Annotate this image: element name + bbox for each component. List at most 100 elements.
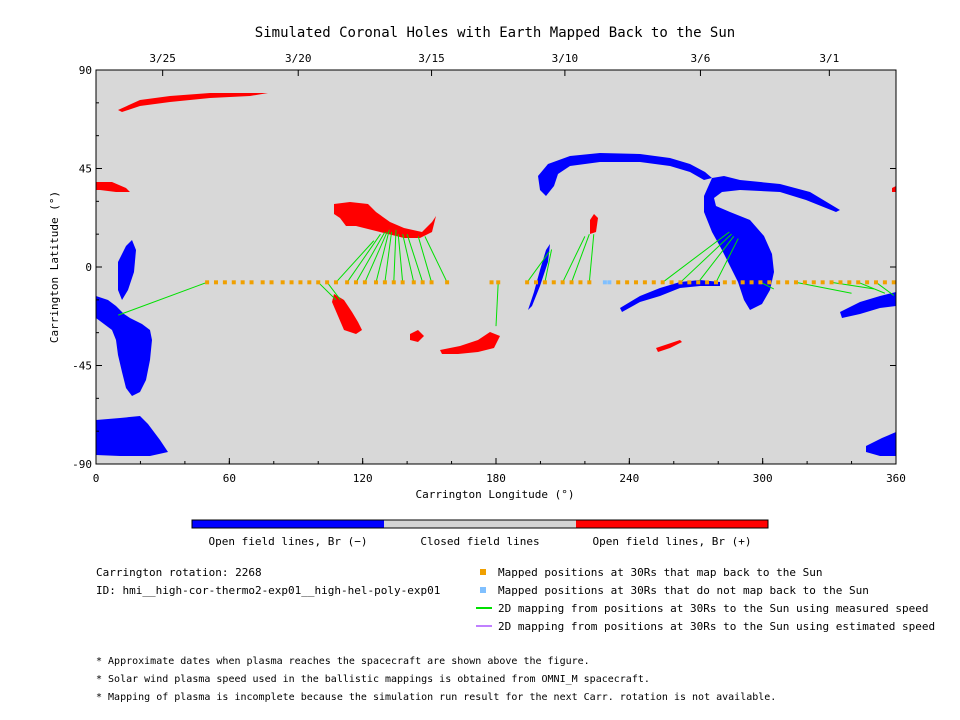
mapped-point	[325, 280, 330, 285]
colorbar-frame	[191, 519, 769, 529]
mapped-point	[260, 280, 265, 285]
mapped-point	[865, 280, 870, 285]
blue-coronal-hole-south-right	[866, 432, 896, 456]
mapped-point	[722, 280, 727, 285]
red-coronal-hole-center	[334, 202, 436, 238]
mapped-point	[542, 280, 547, 285]
mapping-line	[364, 231, 388, 283]
x-tick-label: 120	[353, 472, 373, 485]
mapped-point	[705, 280, 710, 285]
colorbar-label-positive: Open field lines, Br (+)	[593, 535, 752, 548]
mapped-point	[214, 280, 218, 285]
mapped-point	[289, 280, 294, 285]
y-tick-label: -90	[72, 458, 92, 471]
red-coronal-hole-center-low	[332, 294, 362, 334]
mapped-point	[222, 280, 227, 285]
mapped-point	[569, 280, 574, 285]
mapped-point	[794, 280, 798, 285]
red-coronal-hole-south	[440, 332, 500, 354]
mapped-point	[345, 280, 350, 285]
legend-label-measured: 2D mapping from positions at 30Rs to the…	[498, 602, 929, 615]
legend-label-mapped: Mapped positions at 30Rs that map back t…	[498, 566, 823, 579]
y-tick-label: 45	[79, 163, 92, 176]
plot-area	[96, 70, 896, 464]
blue-coronal-hole-right	[704, 176, 840, 310]
legend-swatch-measured	[476, 607, 492, 609]
mapped-point	[634, 280, 638, 285]
mapped-point	[269, 280, 274, 285]
mapped-point	[354, 280, 358, 285]
red-coronal-hole-left-edge	[96, 182, 130, 192]
mapping-line	[406, 234, 424, 283]
blue-coronal-hole-streak	[620, 280, 720, 312]
coronal-hole-regions	[96, 93, 896, 456]
mapped-point	[874, 280, 878, 285]
mapped-point	[758, 280, 763, 285]
mapped-point	[660, 280, 665, 285]
mapped-point	[829, 280, 834, 285]
mapped-point	[587, 280, 592, 285]
y-axis-label: Carrington Latitude (°)	[48, 191, 61, 343]
mapping-line	[715, 238, 739, 283]
mapped-point	[391, 280, 396, 285]
mapping-line	[571, 233, 590, 283]
x-tick-label: 0	[93, 472, 100, 485]
top-date-label: 3/10	[552, 52, 579, 65]
mapped-point	[767, 280, 772, 285]
mapping-line	[326, 282, 341, 301]
colorbar-negative	[192, 520, 384, 528]
top-date-label: 3/25	[149, 52, 176, 65]
mapped-point	[625, 280, 630, 285]
axes: 0 60 120 180 240 300 360 90 45 0 -45 -90 3/25 3/20 3/1…	[72, 52, 906, 485]
x-tick-label: 180	[486, 472, 506, 485]
carrington-rotation-text: Carrington rotation: 2268	[96, 566, 262, 579]
mapping-line	[375, 229, 390, 283]
x-tick-label: 60	[223, 472, 236, 485]
mapped-point	[551, 280, 556, 285]
blue-coronal-hole-south-left	[96, 416, 168, 456]
mapped-point	[489, 280, 494, 285]
red-coronal-hole-north	[118, 93, 268, 112]
mapping-line	[662, 231, 730, 283]
mapped-point	[374, 280, 378, 285]
mapped-point	[731, 280, 736, 285]
mapping-line	[317, 281, 337, 301]
mapped-point	[678, 280, 683, 285]
mapped-point	[856, 280, 861, 285]
mapping-line	[544, 249, 553, 283]
red-coronal-hole-far-right	[892, 186, 896, 192]
red-coronal-hole-small	[410, 330, 424, 342]
mapped-point	[205, 280, 210, 285]
mapped-point	[714, 280, 718, 285]
y-tick-label: 90	[79, 64, 92, 77]
legend-swatch-estimated	[476, 625, 492, 627]
mapping-line	[588, 234, 595, 283]
mapping-line	[335, 240, 375, 283]
mapped-point	[847, 280, 852, 285]
x-axis-label: Carrington Longitude (°)	[416, 488, 575, 501]
legend-swatch-mapped	[480, 569, 486, 575]
mapped-point	[776, 280, 781, 285]
mapped-point	[525, 280, 530, 285]
mapped-point	[334, 280, 338, 285]
mapped-point	[616, 280, 621, 285]
note-2: * Solar wind plasma speed used in the ba…	[96, 674, 650, 685]
colorbar-closed	[384, 520, 576, 528]
mapping-line	[402, 234, 415, 283]
x-tick-label: 240	[619, 472, 639, 485]
mapped-point	[802, 280, 807, 285]
run-id-text: ID: hmi__high-cor-thermo2-exp01__high-he…	[96, 584, 441, 597]
mapped-point	[811, 280, 816, 285]
red-coronal-hole-right-streak	[656, 340, 682, 352]
mapped-points	[205, 280, 896, 285]
mapped-point	[400, 280, 405, 285]
legend-label-unmapped: Mapped positions at 30Rs that do not map…	[498, 584, 869, 597]
top-date-label: 3/20	[285, 52, 312, 65]
y-tick-label: 0	[85, 261, 92, 274]
mapped-point	[382, 280, 387, 285]
colorbar-label-closed: Closed field lines	[420, 535, 539, 548]
mapped-point	[560, 280, 565, 285]
mapped-point	[687, 280, 692, 285]
mapped-point	[882, 280, 887, 285]
